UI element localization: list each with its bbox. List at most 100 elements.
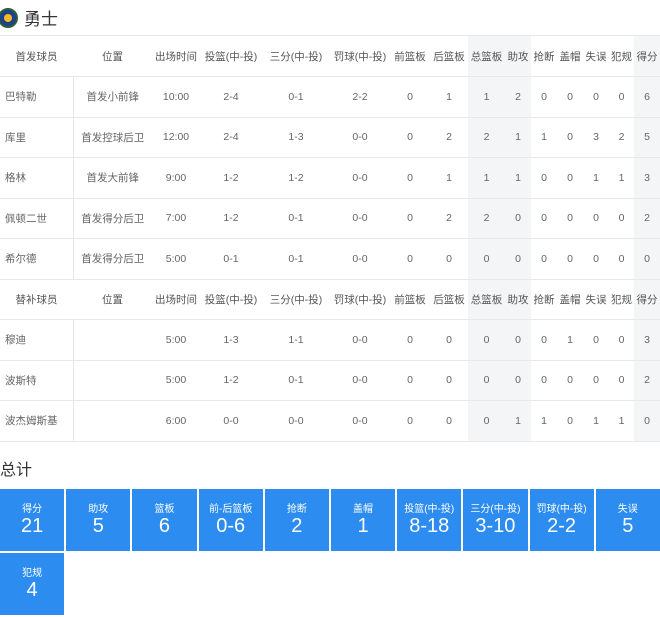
player-name[interactable]: 佩顿二世 <box>0 198 74 239</box>
stat-ast: 0 <box>505 198 531 239</box>
stat-ft: 2-2 <box>330 76 390 118</box>
col-header-oreb: 前篮板 <box>390 279 430 320</box>
player-row: 库里 首发控球后卫 12:00 2-4 1-3 0-0 0 2 2 1 1 0 3 2 5 <box>0 117 660 158</box>
total-stat-value: 2-2 <box>547 514 577 537</box>
stat-tov: 0 <box>583 238 609 280</box>
col-header-ast: 助攻 <box>505 279 531 320</box>
col-header-reb: 总篮板 <box>468 279 505 320</box>
stat-ast: 1 <box>505 117 531 158</box>
stat-pf: 0 <box>609 238 634 280</box>
stat-position: 首发大前锋 <box>73 157 152 199</box>
stat-tov: 0 <box>583 360 609 401</box>
stat-minutes: 6:00 <box>152 400 200 442</box>
player-name[interactable]: 库里 <box>0 117 74 158</box>
total-stat-label: 罚球(中-投) <box>536 503 587 515</box>
stat-oreb: 0 <box>390 238 430 280</box>
total-stat-box: 得分 21 <box>0 488 65 551</box>
stat-pf: 0 <box>609 319 634 361</box>
player-name[interactable]: 希尔德 <box>0 238 74 280</box>
stat-reb: 1 <box>468 76 505 118</box>
stat-dreb: 0 <box>430 400 468 442</box>
boxscore-table: 首发球员 位置 出场时间 投篮(中-投) 三分(中-投) 罚球(中-投) 前篮板 后篮板 总篮板… <box>0 36 660 442</box>
total-stat-value: 21 <box>20 514 44 537</box>
col-header-position: 位置 <box>73 279 152 320</box>
total-stat-value: 2 <box>291 514 303 537</box>
total-stat-value: 5 <box>92 514 104 537</box>
player-name[interactable]: 格林 <box>0 157 74 199</box>
stat-ast: 1 <box>505 400 531 442</box>
stat-blk: 0 <box>557 238 583 280</box>
stat-blk: 0 <box>557 360 583 401</box>
stat-dreb: 0 <box>430 360 468 401</box>
stat-dreb: 0 <box>430 319 468 361</box>
stat-blk: 0 <box>557 76 583 118</box>
stat-oreb: 0 <box>390 76 430 118</box>
stat-fg: 1-3 <box>200 319 262 361</box>
stat-blk: 0 <box>557 117 583 158</box>
stat-ft: 0-0 <box>330 117 390 158</box>
col-header-pf: 犯规 <box>609 279 634 320</box>
stat-fg: 1-2 <box>200 198 262 239</box>
total-stat-box: 罚球(中-投) 2-2 <box>529 488 594 551</box>
stat-tov: 1 <box>583 400 609 442</box>
bench-header-row: 替补球员 位置 出场时间 投篮(中-投) 三分(中-投) 罚球(中-投) 前篮板 后篮板 总篮板… <box>0 279 660 320</box>
total-stat-label: 犯规 <box>22 567 43 579</box>
total-stat-label: 助攻 <box>88 503 109 515</box>
player-row: 格林 首发大前锋 9:00 1-2 1-2 0-0 0 1 1 1 0 0 1 1 3 <box>0 157 660 199</box>
total-stat-label: 三分(中-投) <box>470 503 521 515</box>
stat-pf: 1 <box>609 400 634 442</box>
col-header-tov: 失误 <box>583 279 609 320</box>
total-stat-label: 得分 <box>22 503 43 515</box>
col-header-stl: 抢断 <box>531 279 557 320</box>
stat-blk: 0 <box>557 400 583 442</box>
stat-dreb: 0 <box>430 238 468 280</box>
stat-reb: 2 <box>468 117 505 158</box>
total-stat-value: 0-6 <box>216 514 246 537</box>
col-header-ast: 助攻 <box>505 36 531 77</box>
player-row: 穆迪 5:00 1-3 1-1 0-0 0 0 0 0 0 1 0 0 3 <box>0 319 660 361</box>
col-header-ft: 罚球(中-投) <box>330 279 390 320</box>
stat-reb: 2 <box>468 198 505 239</box>
stat-three-pt: 0-1 <box>262 76 330 118</box>
stat-ast: 1 <box>505 157 531 199</box>
col-header-stl: 抢断 <box>531 36 557 77</box>
stat-oreb: 0 <box>390 360 430 401</box>
total-stat-value: 3-10 <box>475 514 516 537</box>
col-header-dreb: 后篮板 <box>430 36 468 77</box>
stat-three-pt: 0-1 <box>262 360 330 401</box>
stat-fg: 0-0 <box>200 400 262 442</box>
total-stat-box: 投篮(中-投) 8-18 <box>397 488 462 551</box>
player-name[interactable]: 波斯特 <box>0 360 74 401</box>
player-row: 巴特勒 首发小前锋 10:00 2-4 0-1 2-2 0 1 1 2 0 0 0 0 6 <box>0 76 660 118</box>
col-header-minutes: 出场时间 <box>152 36 200 77</box>
col-header-fg: 投篮(中-投) <box>200 279 262 320</box>
player-name[interactable]: 穆迪 <box>0 319 74 361</box>
stat-ft: 0-0 <box>330 319 390 361</box>
stat-pts: 3 <box>634 319 660 361</box>
stat-position: 首发得分后卫 <box>73 198 152 239</box>
stat-ft: 0-0 <box>330 360 390 401</box>
stat-blk: 0 <box>557 157 583 199</box>
stat-minutes: 12:00 <box>152 117 200 158</box>
total-stat-value: 8-18 <box>409 514 450 537</box>
stat-oreb: 0 <box>390 157 430 199</box>
stat-minutes: 9:00 <box>152 157 200 199</box>
player-name[interactable]: 波杰姆斯基 <box>0 400 74 442</box>
col-header-reb: 总篮板 <box>468 36 505 77</box>
stat-position: 首发小前锋 <box>73 76 152 118</box>
col-header-ft: 罚球(中-投) <box>330 36 390 77</box>
stat-dreb: 1 <box>430 157 468 199</box>
stat-three-pt: 0-1 <box>262 238 330 280</box>
stat-stl: 0 <box>531 157 557 199</box>
stat-tov: 0 <box>583 76 609 118</box>
player-name[interactable]: 巴特勒 <box>0 76 74 118</box>
stat-tov: 1 <box>583 157 609 199</box>
total-stat-value: 1 <box>357 514 369 537</box>
stat-reb: 0 <box>468 319 505 361</box>
totals-title: 总计 <box>0 461 33 479</box>
total-stat-value: 6 <box>158 514 171 537</box>
stat-minutes: 10:00 <box>152 76 200 118</box>
stat-blk: 1 <box>557 319 583 361</box>
col-header-three-pt: 三分(中-投) <box>262 279 330 320</box>
stat-dreb: 2 <box>430 117 468 158</box>
